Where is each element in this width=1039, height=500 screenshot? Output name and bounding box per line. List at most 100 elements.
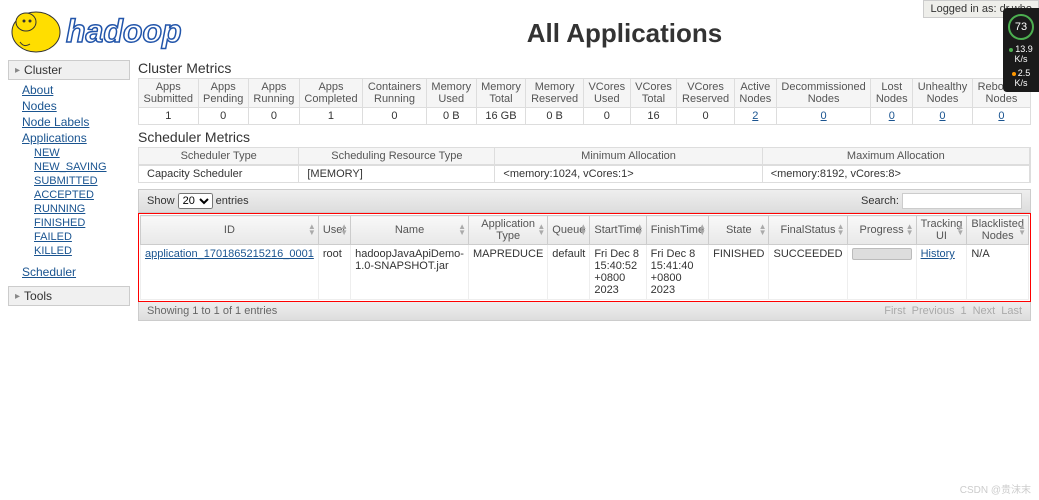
cluster-metrics-table: Apps SubmittedApps PendingApps RunningAp… xyxy=(138,78,1031,125)
cm-header: VCores Reserved xyxy=(677,79,735,108)
cm-header: Decommissioned Nodes xyxy=(776,79,871,108)
cm-cell: 2 xyxy=(734,108,776,125)
sidebar: Cluster About Nodes Node Labels Applicat… xyxy=(8,56,130,321)
cm-cell: 0 xyxy=(913,108,973,125)
cm-header: Active Nodes xyxy=(734,79,776,108)
pager-last[interactable]: Last xyxy=(1001,305,1022,317)
cm-header: VCores Total xyxy=(630,79,677,108)
sm-header: Maximum Allocation xyxy=(763,148,1030,164)
cm-cell: 0 xyxy=(198,108,248,125)
cm-header: Apps Completed xyxy=(299,79,362,108)
nav-state-finished[interactable]: FINISHED xyxy=(34,217,85,229)
cm-cell: 1 xyxy=(139,108,199,125)
progress-bar xyxy=(852,248,912,260)
scheduler-metrics-title: Scheduler Metrics xyxy=(138,129,1031,145)
cm-header: Memory Used xyxy=(426,79,476,108)
app-name: hadoopJavaApiDemo-1.0-SNAPSHOT.jar xyxy=(351,245,469,300)
app-start: Fri Dec 8 15:40:52 +0800 2023 xyxy=(590,245,646,300)
sm-cell: [MEMORY] xyxy=(299,166,495,182)
nav-state-submitted[interactable]: SUBMITTED xyxy=(34,175,98,187)
cm-header: Memory Reserved xyxy=(526,79,584,108)
app-col-header[interactable]: Progress▲▼ xyxy=(847,216,916,245)
cm-header: Memory Total xyxy=(476,79,526,108)
page-title: All Applications xyxy=(218,4,1031,49)
app-col-header[interactable]: FinishTime▲▼ xyxy=(646,216,708,245)
app-id-link[interactable]: application_1701865215216_0001 xyxy=(145,248,314,260)
nav-node-labels[interactable]: Node Labels xyxy=(22,115,89,129)
page-size-select[interactable]: 20 xyxy=(178,193,213,209)
app-col-header[interactable]: State▲▼ xyxy=(709,216,769,245)
app-finish: Fri Dec 8 15:41:40 +0800 2023 xyxy=(646,245,708,300)
app-col-header[interactable]: Tracking UI▲▼ xyxy=(916,216,967,245)
sm-header: Scheduling Resource Type xyxy=(299,148,495,164)
cm-header: Containers Running xyxy=(363,79,427,108)
app-user: root xyxy=(318,245,350,300)
nav-state-failed[interactable]: FAILED xyxy=(34,231,72,243)
nav-state-new[interactable]: NEW xyxy=(34,147,60,159)
cm-cell: 0 xyxy=(871,108,913,125)
cluster-metrics-title: Cluster Metrics xyxy=(138,60,1031,76)
cm-cell: 16 GB xyxy=(476,108,526,125)
cm-cell: 0 xyxy=(248,108,299,125)
app-tracking: History xyxy=(916,245,967,300)
cm-header: Apps Running xyxy=(248,79,299,108)
search-input[interactable] xyxy=(902,193,1022,209)
nav-state-new_saving[interactable]: NEW_SAVING xyxy=(34,161,107,173)
cm-header: Apps Pending xyxy=(198,79,248,108)
app-col-header[interactable]: ID▲▼ xyxy=(141,216,319,245)
cm-cell: 16 xyxy=(630,108,677,125)
app-col-header[interactable]: Name▲▼ xyxy=(351,216,469,245)
cm-cell: 0 B xyxy=(526,108,584,125)
app-id: application_1701865215216_0001 xyxy=(141,245,319,300)
cm-cell: 0 xyxy=(677,108,735,125)
nav-cluster-header[interactable]: Cluster xyxy=(8,60,130,80)
datatable-info: Showing 1 to 1 of 1 entries xyxy=(147,305,277,317)
app-col-header[interactable]: FinalStatus▲▼ xyxy=(769,216,847,245)
app-state: FINISHED xyxy=(709,245,769,300)
app-final: SUCCEEDED xyxy=(769,245,847,300)
pager-first[interactable]: First xyxy=(884,305,905,317)
tracking-link[interactable]: History xyxy=(921,248,955,260)
cm-header: Lost Nodes xyxy=(871,79,913,108)
cm-header: Apps Submitted xyxy=(139,79,199,108)
app-col-header[interactable]: User▲▼ xyxy=(318,216,350,245)
cm-cell: 0 xyxy=(583,108,630,125)
sm-header: Minimum Allocation xyxy=(495,148,762,164)
perf-widget: 73 13.9K/s 2.5K/s xyxy=(1003,8,1039,92)
cm-cell: 0 xyxy=(363,108,427,125)
nav-tools-header[interactable]: Tools xyxy=(8,286,130,306)
app-col-header[interactable]: Blacklisted Nodes▲▼ xyxy=(967,216,1029,245)
pager-1[interactable]: 1 xyxy=(960,305,966,317)
nav-state-killed[interactable]: KILLED xyxy=(34,245,72,257)
pager-previous[interactable]: Previous xyxy=(912,305,955,317)
applications-table: ID▲▼User▲▼Name▲▼Application Type▲▼Queue▲… xyxy=(140,215,1029,300)
app-queue: default xyxy=(548,245,590,300)
sm-cell: <memory:1024, vCores:1> xyxy=(495,166,762,182)
cm-cell: 0 xyxy=(972,108,1030,125)
nav-applications[interactable]: Applications xyxy=(22,131,87,145)
svg-text:hadoop: hadoop xyxy=(66,13,182,49)
nav-scheduler[interactable]: Scheduler xyxy=(22,265,76,279)
cm-header: Unhealthy Nodes xyxy=(913,79,973,108)
sm-cell: Capacity Scheduler xyxy=(139,166,299,182)
pager-next[interactable]: Next xyxy=(973,305,996,317)
nav-state-accepted[interactable]: ACCEPTED xyxy=(34,189,94,201)
app-blacklisted: N/A xyxy=(967,245,1029,300)
cm-cell: 0 xyxy=(776,108,871,125)
cm-cell: 0 B xyxy=(426,108,476,125)
app-col-header[interactable]: StartTime▲▼ xyxy=(590,216,646,245)
cm-header: VCores Used xyxy=(583,79,630,108)
app-type: MAPREDUCE xyxy=(469,245,548,300)
cm-cell: 1 xyxy=(299,108,362,125)
sm-cell: <memory:8192, vCores:8> xyxy=(763,166,1030,182)
watermark: CSDN @贵沫末 xyxy=(960,481,1031,496)
app-progress xyxy=(847,245,916,300)
nav-nodes[interactable]: Nodes xyxy=(22,99,57,113)
logo: hadoop xyxy=(8,4,218,56)
app-col-header[interactable]: Queue▲▼ xyxy=(548,216,590,245)
datatable-toolbar: Show 20 entries Search: xyxy=(138,189,1031,213)
app-col-header[interactable]: Application Type▲▼ xyxy=(469,216,548,245)
nav-about[interactable]: About xyxy=(22,83,53,97)
nav-state-running[interactable]: RUNNING xyxy=(34,203,85,215)
sm-header: Scheduler Type xyxy=(139,148,299,164)
